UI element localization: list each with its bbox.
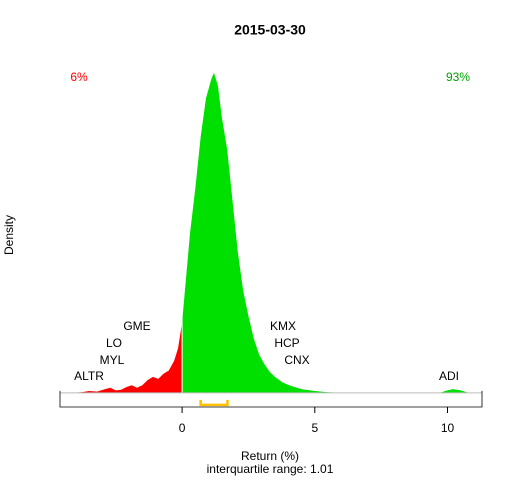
- subtitle: interquartile range: 1.01: [207, 462, 334, 476]
- x-tick-label: 10: [441, 421, 455, 435]
- plot-frame: [59, 390, 483, 408]
- stock-label: HCP: [274, 336, 299, 350]
- stock-label: CNX: [284, 353, 309, 367]
- share-above-zero: 93%: [446, 70, 470, 84]
- positive-area: [182, 72, 469, 393]
- x-tick-label: 5: [311, 421, 318, 435]
- stock-label: ALTR: [74, 369, 104, 383]
- share-below-zero: 6%: [70, 70, 88, 84]
- stock-label: MYL: [100, 353, 125, 367]
- x-axis-label: Return (%): [241, 449, 299, 463]
- stock-label: GME: [123, 319, 150, 333]
- interquartile-bracket: [199, 399, 229, 407]
- negative-area: [70, 322, 183, 393]
- chart-title: 2015-03-30: [234, 22, 306, 38]
- stock-label: KMX: [270, 319, 296, 333]
- stock-label: LO: [106, 336, 122, 350]
- stock-label: ADI: [439, 369, 459, 383]
- x-tick-label: 0: [179, 421, 186, 435]
- y-axis-label: Density: [2, 215, 16, 255]
